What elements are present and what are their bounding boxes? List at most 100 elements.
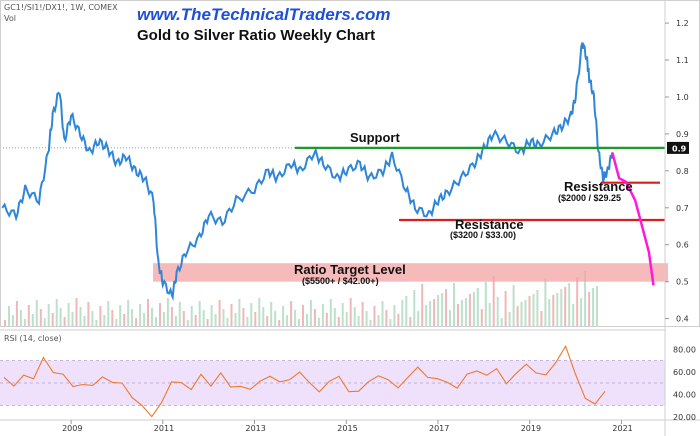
volume-bar bbox=[242, 308, 245, 326]
volume-bar bbox=[202, 310, 205, 326]
volume-bar bbox=[309, 300, 312, 326]
volume-bar bbox=[564, 287, 567, 326]
volume-bar bbox=[306, 314, 308, 326]
volume-bar bbox=[79, 307, 82, 326]
volume-bar bbox=[512, 285, 515, 326]
volume-bar bbox=[457, 304, 459, 326]
volume-bar bbox=[361, 302, 364, 326]
volume-bar bbox=[317, 318, 320, 326]
volume-bar bbox=[588, 292, 591, 326]
volume-bar bbox=[345, 312, 348, 326]
rsi-tick-label: 40.00 bbox=[673, 390, 696, 399]
volume-bar bbox=[592, 288, 595, 326]
volume-bar bbox=[576, 277, 579, 326]
y-tick-label: 0.6 bbox=[676, 241, 689, 250]
volume-bar bbox=[468, 294, 471, 326]
volume-bar bbox=[15, 301, 18, 326]
volume-bar bbox=[210, 305, 213, 326]
price-pane bbox=[0, 42, 668, 326]
volume-bar bbox=[596, 286, 598, 326]
volume-bar bbox=[266, 316, 269, 326]
x-tick-label: 2011 bbox=[154, 424, 174, 433]
volume-bar bbox=[4, 320, 6, 326]
volume-bar bbox=[274, 311, 277, 326]
resistance-upper-detail: ($2000 / $29.25 bbox=[558, 193, 622, 203]
rsi-label: RSI (14, close) bbox=[4, 334, 62, 343]
volume-bar bbox=[178, 302, 181, 326]
volume-bar bbox=[389, 319, 392, 326]
volume-bar bbox=[162, 312, 165, 326]
volume-bar bbox=[198, 301, 201, 326]
volume-bar bbox=[83, 316, 86, 326]
volume-bar bbox=[131, 309, 134, 326]
volume-bar bbox=[99, 306, 102, 326]
volume-bar bbox=[226, 318, 229, 326]
y-tick-label: 0.9 bbox=[676, 130, 689, 139]
volume-bar bbox=[282, 306, 285, 326]
volume-bar bbox=[103, 315, 106, 326]
rsi-tick-label: 60.00 bbox=[673, 368, 696, 377]
volume-bar bbox=[500, 318, 503, 326]
volume-bar bbox=[552, 295, 555, 326]
volume-bar bbox=[584, 271, 587, 326]
volume-bar bbox=[270, 302, 273, 326]
volume-bar bbox=[341, 303, 344, 326]
resistance-upper-label: Resistance bbox=[564, 179, 633, 194]
x-tick-label: 2017 bbox=[429, 424, 449, 433]
volume-bar bbox=[357, 316, 360, 326]
volume-bar bbox=[43, 318, 46, 326]
volume-bar bbox=[250, 303, 253, 326]
website-label: www.TheTechnicalTraders.com bbox=[137, 5, 391, 24]
volume-bar bbox=[55, 299, 58, 326]
volume-bar bbox=[159, 303, 161, 326]
volume-bar bbox=[556, 293, 559, 326]
resistance-lower-label: Resistance bbox=[455, 217, 524, 232]
projection-line bbox=[611, 152, 655, 286]
volume-bar bbox=[580, 298, 583, 326]
volume-bar bbox=[544, 278, 547, 326]
volume-bar bbox=[222, 309, 225, 326]
volume-bar bbox=[111, 310, 114, 326]
volume-bar bbox=[71, 312, 74, 326]
price-series-line bbox=[1, 42, 614, 302]
volume-bar bbox=[548, 299, 551, 326]
target-band bbox=[153, 263, 668, 282]
volume-bar bbox=[516, 306, 519, 326]
volume-bar bbox=[278, 320, 281, 326]
volume-bar bbox=[214, 314, 217, 326]
volume-bar bbox=[373, 306, 376, 326]
last-value-text: 0.9 bbox=[672, 144, 687, 153]
last-value-badge bbox=[667, 141, 689, 154]
volume-bar bbox=[437, 295, 440, 326]
volume-bar bbox=[484, 282, 487, 326]
volume-bar bbox=[401, 300, 404, 326]
volume-bar bbox=[294, 310, 297, 326]
target-detail: ($5500+ / $42.00+) bbox=[302, 276, 379, 286]
volume-bar bbox=[369, 320, 372, 326]
x-tick-label: 2015 bbox=[337, 424, 357, 433]
volume-bar bbox=[540, 311, 543, 326]
volume-bar bbox=[532, 294, 535, 326]
volume-bar bbox=[353, 307, 356, 326]
volume-bar bbox=[238, 299, 241, 326]
y-tick-label: 0.7 bbox=[676, 204, 689, 213]
volume-bar bbox=[119, 305, 122, 326]
volume-bar bbox=[365, 311, 368, 326]
volume-bar bbox=[218, 300, 221, 326]
volume-bar bbox=[453, 283, 455, 326]
volume-bar bbox=[480, 309, 483, 326]
volume-bar bbox=[337, 317, 340, 326]
y-tick-label: 0.8 bbox=[676, 167, 689, 176]
volume-bar bbox=[246, 317, 249, 326]
volume-bar bbox=[139, 304, 142, 326]
volume-bar bbox=[333, 308, 336, 326]
volume-bar bbox=[313, 309, 316, 326]
rsi-line bbox=[3, 344, 606, 418]
volume-bar bbox=[75, 298, 78, 326]
volume-bar bbox=[174, 316, 177, 326]
y-tick-label: 0.4 bbox=[676, 315, 689, 324]
volume-bar bbox=[528, 296, 531, 326]
volume-bar bbox=[476, 288, 479, 326]
x-tick-label: 2009 bbox=[62, 424, 82, 433]
